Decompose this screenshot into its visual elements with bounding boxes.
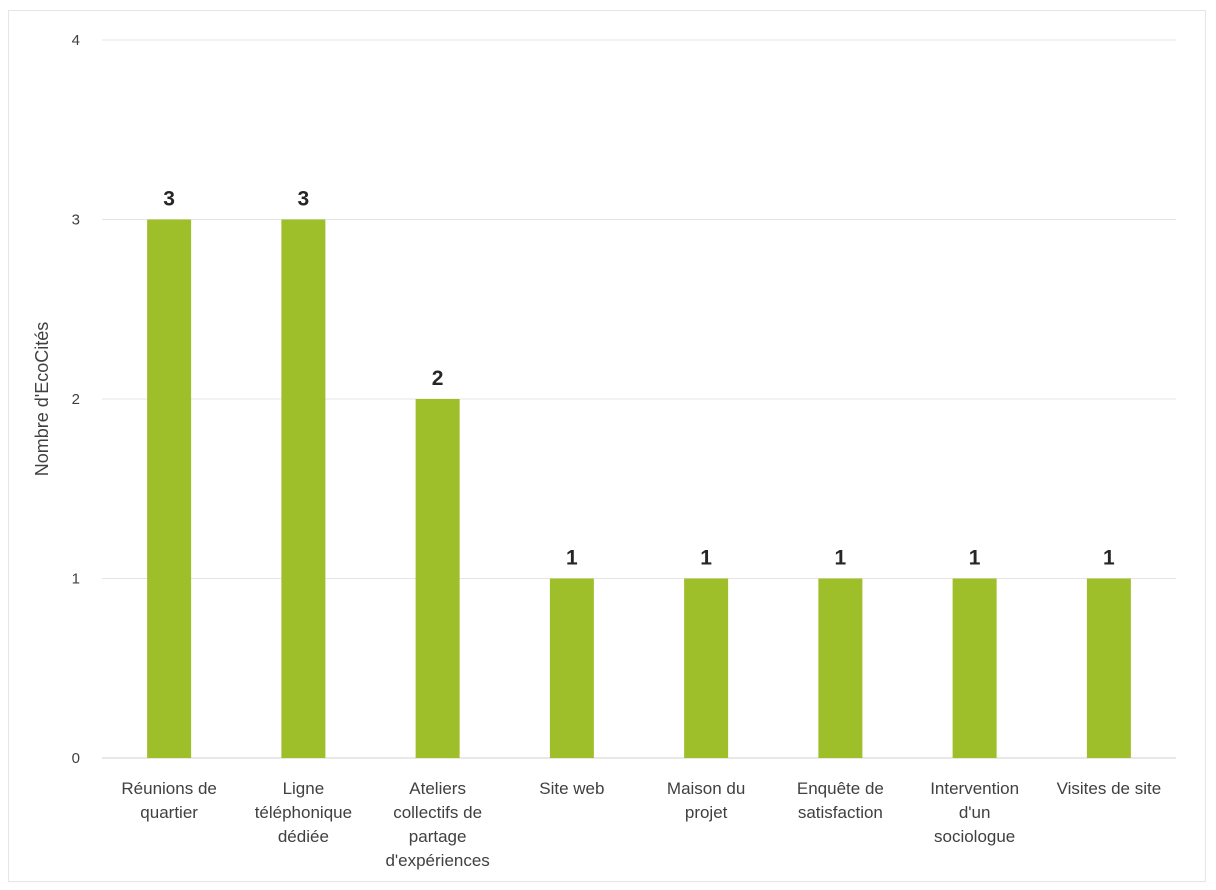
data-label-7: 1 <box>1103 547 1115 570</box>
x-category-label-line: Ateliers <box>409 779 466 798</box>
bar-4 <box>684 578 729 758</box>
y-axis-title: Nombre d'EcoCités <box>32 322 52 477</box>
bar-7 <box>1086 578 1131 758</box>
data-label-4: 1 <box>700 547 712 570</box>
x-axis-category-labels: Réunions de quartier Ligne téléphonique dédi… <box>121 779 1161 870</box>
data-label-0: 3 <box>163 188 175 211</box>
x-category-label-line: Réunions de <box>121 779 216 798</box>
bar-5 <box>818 578 863 758</box>
x-category-label-0: Réunions de quartier <box>121 779 216 822</box>
x-category-label-2: Ateliers collectifs de partage d'expérience… <box>385 779 489 870</box>
y-tick-label: 3 <box>72 212 80 229</box>
x-category-label-5: Enquête de satisfaction <box>797 779 884 822</box>
x-category-label-line: d'expériences <box>385 851 489 870</box>
x-category-label-line: Intervention <box>930 779 1019 798</box>
x-category-label-line: Enquête de <box>797 779 884 798</box>
x-category-label-line: quartier <box>140 803 198 822</box>
x-category-label-line: téléphonique <box>255 803 352 822</box>
x-category-label-line: partage <box>409 827 467 846</box>
data-label-2: 2 <box>432 367 444 390</box>
gridlines <box>102 39 1176 579</box>
y-tick-label: 1 <box>72 571 80 588</box>
data-label-1: 3 <box>298 188 310 211</box>
data-label-5: 1 <box>835 547 847 570</box>
x-category-label-line: dédiée <box>278 827 329 846</box>
x-category-label-line: Site web <box>539 779 604 798</box>
data-label-3: 1 <box>566 547 578 570</box>
x-category-label-7: Visites de site <box>1057 779 1162 798</box>
bar-6 <box>952 578 997 758</box>
x-category-label-line: Maison du <box>667 779 745 798</box>
x-category-label-4: Maison du projet <box>667 779 745 822</box>
x-category-label-6: Intervention d'un sociologue <box>930 779 1019 846</box>
data-labels: 3 3 2 1 1 1 1 1 <box>163 188 1115 570</box>
x-category-label-1: Ligne téléphonique dédiée <box>255 779 352 846</box>
x-category-label-line: d'un <box>959 803 991 822</box>
bars <box>147 219 1131 758</box>
bar-0 <box>147 219 192 758</box>
bar-2 <box>415 399 460 758</box>
x-category-label-line: collectifs de <box>393 803 482 822</box>
x-category-label-line: Ligne <box>283 779 325 798</box>
x-category-label-line: satisfaction <box>798 803 883 822</box>
x-category-label-3: Site web <box>539 779 604 798</box>
bar-1 <box>281 219 326 758</box>
data-label-6: 1 <box>969 547 981 570</box>
y-tick-label: 2 <box>72 391 80 408</box>
x-category-label-line: projet <box>685 803 728 822</box>
x-category-label-line: Visites de site <box>1057 779 1162 798</box>
y-tick-label: 0 <box>72 750 80 767</box>
x-category-label-line: sociologue <box>934 827 1015 846</box>
y-axis-tick-labels: 0 1 2 3 4 <box>72 32 80 767</box>
y-tick-label: 4 <box>72 32 80 49</box>
bar-3 <box>549 578 594 758</box>
chart-frame <box>8 10 1206 882</box>
